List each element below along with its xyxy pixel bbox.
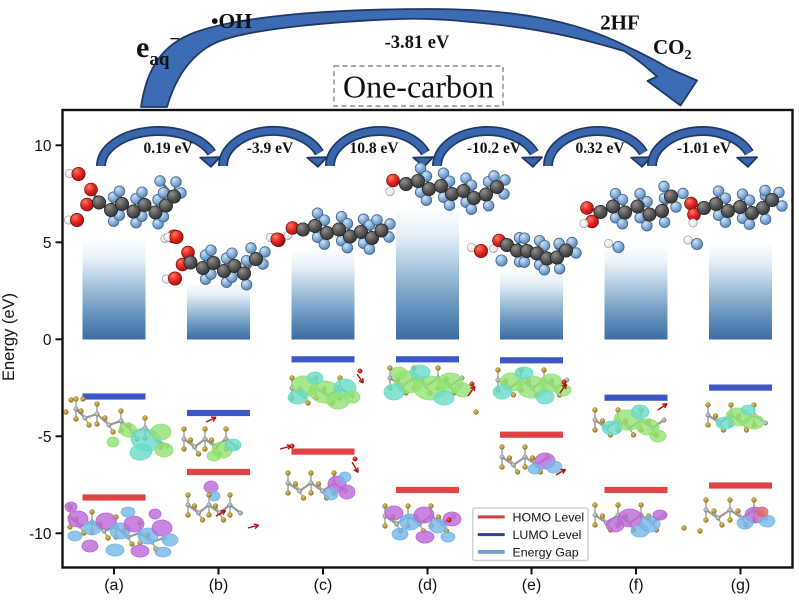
svg-text:10: 10 (34, 138, 52, 155)
svg-text:-3.81 eV: -3.81 eV (385, 33, 450, 53)
svg-text:-1.01 eV: -1.01 eV (677, 140, 732, 157)
svg-text:HOMO Level: HOMO Level (513, 510, 585, 524)
svg-text:-10.2 eV: -10.2 eV (467, 140, 522, 157)
svg-text:0.19 eV: 0.19 eV (143, 140, 193, 157)
svg-text:10.8 eV: 10.8 eV (349, 140, 399, 157)
svg-text:LUMO Level: LUMO Level (513, 528, 582, 542)
svg-text:(b): (b) (209, 577, 229, 594)
svg-text:(g): (g) (731, 577, 751, 594)
svg-text:(a): (a) (104, 577, 124, 594)
svg-text:(d): (d) (418, 577, 438, 594)
svg-text:2HF: 2HF (600, 11, 640, 35)
svg-text:Energy (eV): Energy (eV) (0, 293, 18, 381)
svg-text:-3.9 eV: -3.9 eV (247, 140, 294, 157)
svg-text:(c): (c) (314, 577, 333, 594)
svg-text:•OH: •OH (211, 9, 252, 33)
svg-text:5: 5 (43, 235, 52, 252)
svg-text:(e): (e) (522, 577, 542, 594)
svg-text:0.32 eV: 0.32 eV (575, 140, 625, 157)
svg-text:0: 0 (43, 332, 52, 349)
svg-text:-5: -5 (38, 429, 52, 446)
svg-text:One-carbon: One-carbon (343, 69, 494, 105)
svg-text:(f): (f) (628, 577, 643, 594)
svg-text:-10: -10 (29, 526, 52, 543)
svg-text:Energy Gap: Energy Gap (513, 545, 579, 559)
